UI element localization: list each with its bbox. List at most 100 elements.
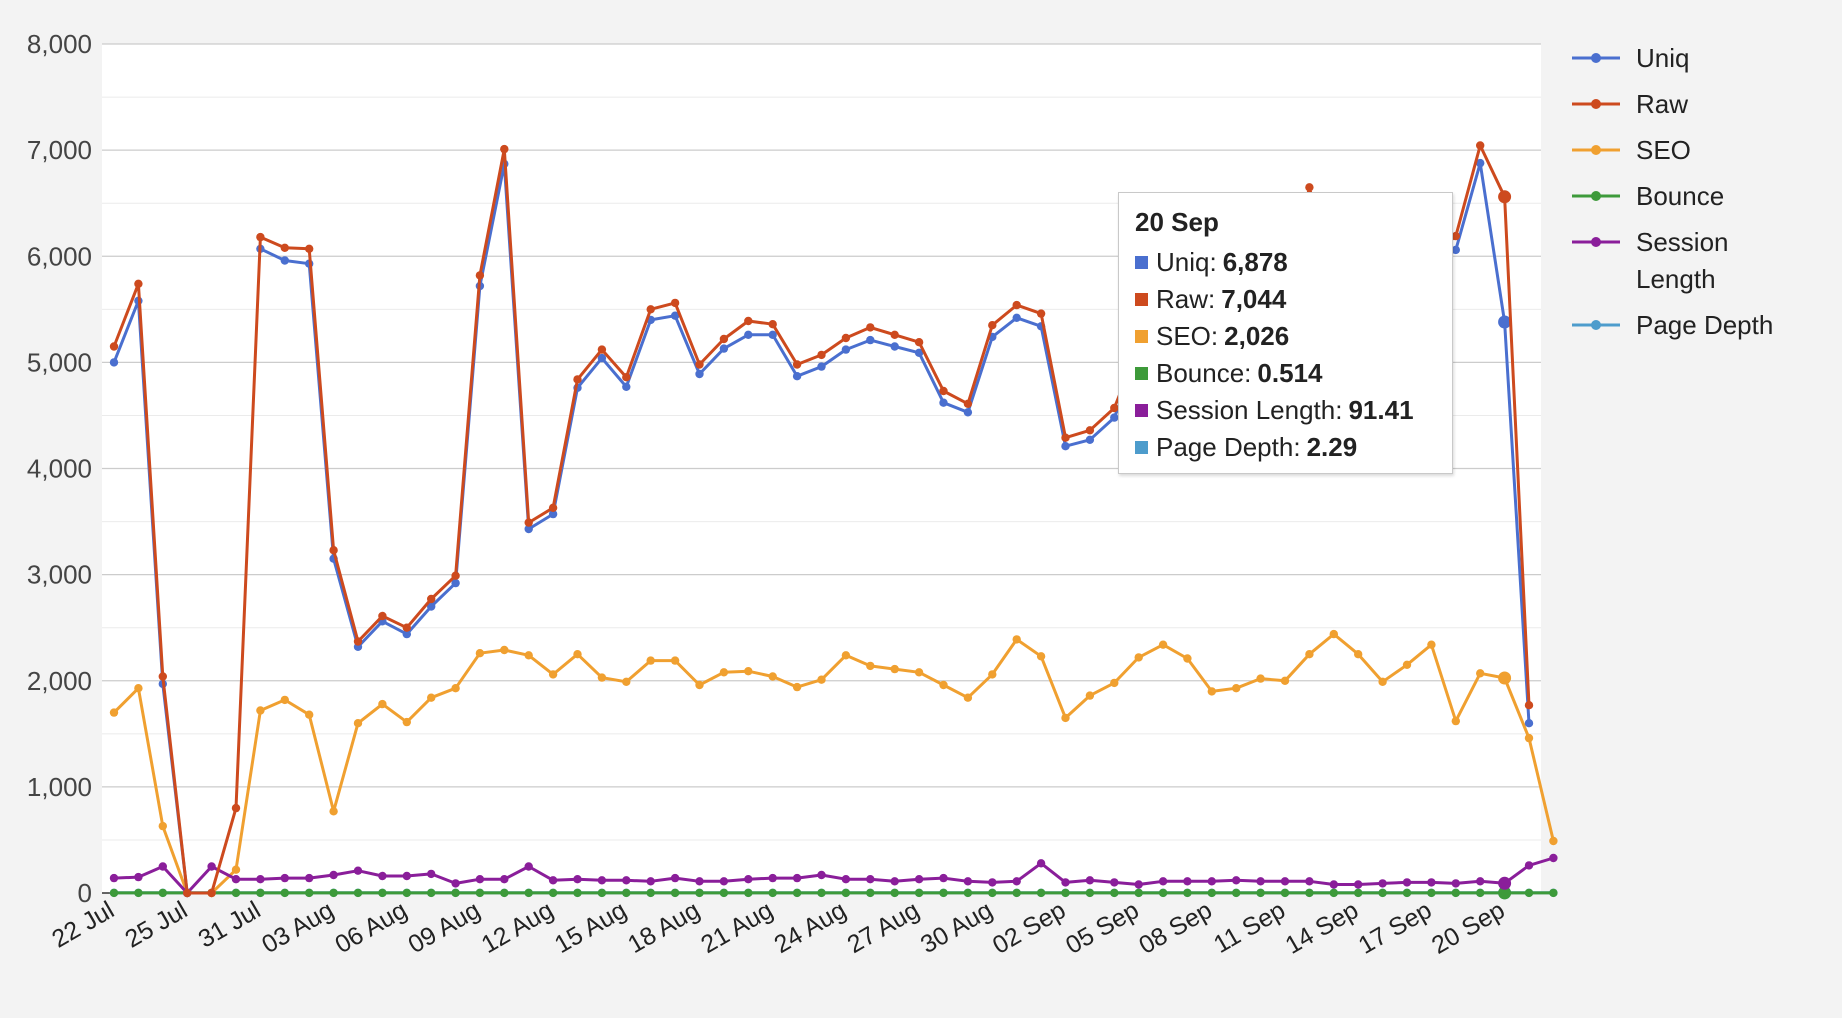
data-point-seo[interactable] <box>1329 629 1339 639</box>
data-point-seo[interactable] <box>1280 676 1290 685</box>
data-point-seo[interactable] <box>1427 640 1436 649</box>
data-point-uniq[interactable] <box>914 348 924 357</box>
data-point-bounce[interactable] <box>988 888 997 898</box>
data-point-raw[interactable] <box>988 321 997 330</box>
data-point-bounce[interactable] <box>1402 888 1412 898</box>
data-point-session-length[interactable] <box>1451 879 1461 888</box>
data-point-session-length[interactable] <box>451 879 460 888</box>
data-point-raw[interactable] <box>866 323 875 332</box>
data-point-bounce[interactable] <box>1305 888 1314 898</box>
data-point-bounce[interactable] <box>378 888 387 898</box>
data-point-raw[interactable] <box>109 342 119 351</box>
data-point-bounce[interactable] <box>841 888 851 898</box>
data-point-seo[interactable] <box>1207 687 1217 696</box>
data-point-session-length[interactable] <box>1085 876 1095 885</box>
data-point-session-length[interactable] <box>622 876 631 885</box>
data-point-bounce[interactable] <box>890 888 899 898</box>
data-point-bounce[interactable] <box>646 888 655 898</box>
data-point-session-length[interactable] <box>988 878 997 887</box>
data-point-raw[interactable] <box>695 360 704 369</box>
data-point-session-length[interactable] <box>744 875 753 884</box>
data-point-raw[interactable] <box>597 345 607 354</box>
data-point-raw[interactable] <box>280 243 289 252</box>
data-point-raw[interactable] <box>1012 300 1021 310</box>
data-point-seo[interactable] <box>1378 677 1387 686</box>
data-point-uniq[interactable] <box>866 335 875 345</box>
data-point-bounce[interactable] <box>1158 888 1168 898</box>
data-point-uniq[interactable] <box>1451 245 1461 255</box>
data-point-uniq[interactable] <box>1498 315 1512 329</box>
data-point-bounce[interactable] <box>768 888 777 898</box>
data-point-seo[interactable] <box>1183 654 1192 663</box>
data-point-session-length[interactable] <box>548 876 558 885</box>
data-point-seo[interactable] <box>1158 640 1168 649</box>
data-point-seo[interactable] <box>1232 684 1241 693</box>
data-point-bounce[interactable] <box>1012 888 1021 898</box>
data-point-bounce[interactable] <box>1524 888 1534 898</box>
data-point-uniq[interactable] <box>597 353 607 363</box>
data-point-raw[interactable] <box>1476 141 1485 150</box>
data-point-seo[interactable] <box>1402 660 1412 669</box>
data-point-session-length[interactable] <box>1524 861 1534 870</box>
data-point-seo[interactable] <box>1476 669 1485 678</box>
data-point-uniq[interactable] <box>1012 313 1021 322</box>
data-point-seo[interactable] <box>1134 653 1143 662</box>
data-point-session-length[interactable] <box>524 862 533 871</box>
data-point-session-length[interactable] <box>1061 878 1070 887</box>
data-point-seo[interactable] <box>670 656 680 665</box>
data-point-bounce[interactable] <box>1061 888 1070 898</box>
data-point-raw[interactable] <box>792 360 802 369</box>
data-point-raw[interactable] <box>744 316 753 326</box>
data-point-bounce[interactable] <box>524 888 533 898</box>
data-point-bounce[interactable] <box>1256 888 1265 898</box>
data-point-bounce[interactable] <box>939 888 948 898</box>
data-point-bounce[interactable] <box>963 888 973 898</box>
data-point-bounce[interactable] <box>1378 888 1387 898</box>
data-point-session-length[interactable] <box>695 877 704 886</box>
data-point-bounce[interactable] <box>1354 888 1363 898</box>
data-point-seo[interactable] <box>451 684 460 693</box>
data-point-session-length[interactable] <box>1012 877 1021 886</box>
data-point-uniq[interactable] <box>768 330 777 339</box>
data-point-session-length[interactable] <box>1354 880 1363 889</box>
data-point-seo[interactable] <box>1085 691 1095 700</box>
data-point-raw[interactable] <box>231 803 241 813</box>
legend-item-uniq[interactable]: Uniq <box>1572 43 1689 73</box>
data-point-bounce[interactable] <box>866 888 875 898</box>
data-point-seo[interactable] <box>524 651 533 660</box>
data-point-session-length[interactable] <box>353 866 363 875</box>
data-point-seo[interactable] <box>231 865 241 874</box>
data-point-bounce[interactable] <box>500 888 509 898</box>
legend-item-bounce[interactable]: Bounce <box>1572 181 1724 211</box>
data-point-session-length[interactable] <box>841 875 851 884</box>
data-point-raw[interactable] <box>207 888 216 898</box>
data-point-bounce[interactable] <box>1207 888 1217 898</box>
data-point-uniq[interactable] <box>792 372 802 381</box>
data-point-bounce[interactable] <box>548 888 558 898</box>
data-point-raw[interactable] <box>329 546 338 555</box>
data-point-session-length[interactable] <box>1232 876 1241 885</box>
data-point-bounce[interactable] <box>1134 888 1143 898</box>
data-point-raw[interactable] <box>914 338 924 347</box>
data-point-session-length[interactable] <box>305 873 314 883</box>
data-point-seo[interactable] <box>548 670 558 679</box>
data-point-seo[interactable] <box>134 684 143 693</box>
data-point-raw[interactable] <box>475 271 485 280</box>
data-point-bounce[interactable] <box>1110 888 1119 898</box>
data-point-seo[interactable] <box>890 664 899 674</box>
data-point-session-length[interactable] <box>1378 879 1387 888</box>
data-point-session-length[interactable] <box>1110 878 1119 887</box>
data-point-session-length[interactable] <box>817 870 826 880</box>
data-point-raw[interactable] <box>378 611 387 621</box>
data-point-seo[interactable] <box>329 807 338 816</box>
data-point-bounce[interactable] <box>1183 888 1192 898</box>
data-point-bounce[interactable] <box>792 888 802 898</box>
data-point-raw[interactable] <box>670 298 680 308</box>
data-point-raw[interactable] <box>573 375 582 384</box>
data-point-session-length[interactable] <box>573 875 582 884</box>
data-point-bounce[interactable] <box>1549 888 1558 898</box>
data-point-raw[interactable] <box>1305 183 1314 192</box>
data-point-session-length[interactable] <box>963 877 973 886</box>
data-point-uniq[interactable] <box>402 629 411 639</box>
data-point-seo[interactable] <box>1549 836 1558 846</box>
